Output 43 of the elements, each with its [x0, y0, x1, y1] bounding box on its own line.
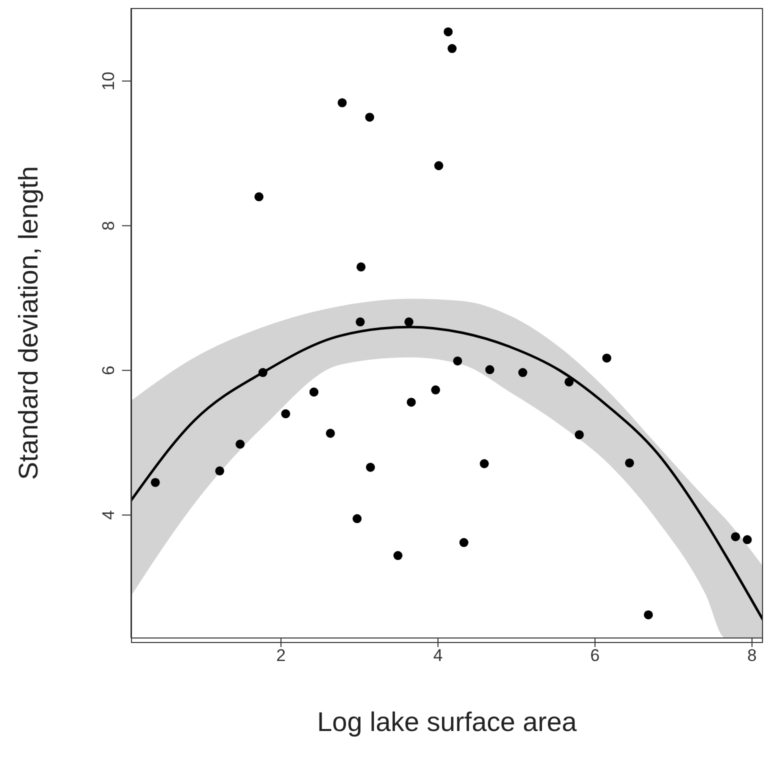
point — [564, 377, 574, 386]
y-tick-label: 10 — [99, 72, 118, 91]
point — [309, 388, 318, 397]
point — [404, 317, 414, 326]
point — [352, 514, 362, 524]
x-tick-label: 8 — [747, 646, 757, 666]
point — [326, 428, 335, 438]
point — [393, 551, 402, 560]
point — [459, 538, 468, 548]
point — [215, 466, 224, 476]
point — [448, 44, 457, 54]
point — [480, 459, 489, 468]
point — [574, 430, 584, 440]
point — [150, 478, 160, 487]
point — [625, 458, 634, 468]
point — [602, 354, 612, 363]
point — [366, 462, 375, 472]
y-tick-label: 6 — [99, 366, 118, 376]
point — [431, 385, 440, 394]
point — [236, 440, 245, 449]
y-tick-label: 8 — [99, 220, 118, 230]
y-axis-title: Standard deviation, length — [14, 166, 44, 480]
point — [281, 409, 290, 418]
point — [485, 365, 494, 374]
point — [338, 98, 347, 108]
x-tick-label: 2 — [276, 646, 286, 666]
point — [644, 610, 653, 620]
y-tick-label: 4 — [99, 510, 118, 520]
x-tick-label: 6 — [590, 646, 600, 666]
point — [731, 532, 740, 542]
point — [444, 27, 453, 36]
point — [453, 356, 462, 366]
point — [254, 192, 264, 202]
point — [356, 262, 366, 272]
point — [518, 368, 528, 378]
point — [406, 398, 416, 407]
point — [365, 112, 374, 122]
x-axis-title: Log lake surface area — [317, 707, 578, 737]
point — [742, 535, 752, 544]
point — [356, 317, 365, 326]
point — [258, 368, 268, 378]
point — [434, 161, 444, 170]
x-tick-label: 4 — [433, 646, 443, 666]
